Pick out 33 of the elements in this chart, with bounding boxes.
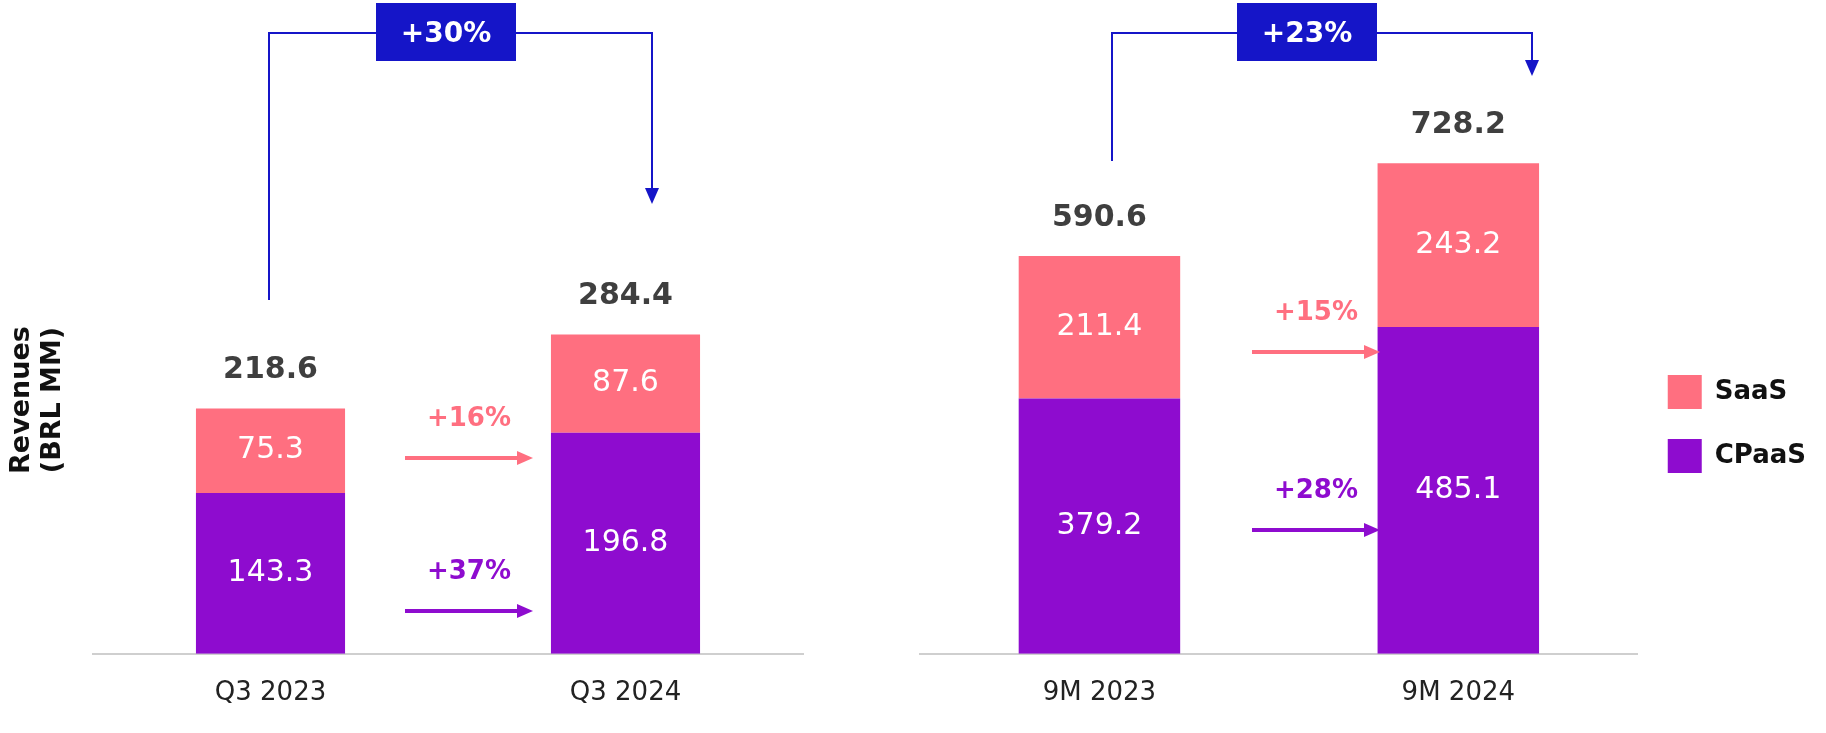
total-label: 284.4	[578, 276, 673, 312]
total-label: 218.6	[223, 350, 318, 386]
bar	[1018, 256, 1181, 399]
annotation: +15%	[1273, 296, 1359, 326]
total-label: 728.2	[1410, 105, 1506, 141]
x-tick-label: 9M 2023	[1042, 676, 1157, 707]
data-label: 485.1	[1415, 470, 1502, 506]
data-label: 143.3	[227, 553, 314, 589]
bar	[550, 334, 701, 433]
bar	[195, 492, 346, 654]
data-label: 75.3	[237, 430, 304, 466]
data-label: 87.6	[592, 363, 659, 399]
bar	[1377, 327, 1540, 654]
text: +23%	[1237, 3, 1377, 61]
bar	[1018, 398, 1181, 654]
data-label: 211.4	[1056, 307, 1143, 343]
annotation: +28%	[1273, 474, 1359, 504]
annotation: +16%	[426, 402, 512, 432]
data-label: 379.2	[1056, 505, 1143, 541]
x-tick-label: 9M 2024	[1401, 676, 1516, 707]
legend-label: CPaaS	[1714, 438, 1807, 469]
total-label: 590.6	[1051, 197, 1147, 233]
data-label: 243.2	[1415, 224, 1502, 260]
x-tick-label: Q3 2024	[569, 676, 682, 707]
y-axis-title: Revenues (BRL MM)	[4, 326, 66, 474]
bar	[195, 408, 346, 493]
text: +30%	[376, 3, 516, 61]
legend-label: SaaS	[1714, 374, 1788, 405]
data-label: 196.8	[582, 523, 669, 559]
bar	[550, 432, 701, 654]
annotation: +37%	[426, 555, 512, 585]
bar	[1377, 163, 1540, 328]
x-tick-label: Q3 2023	[214, 676, 327, 707]
